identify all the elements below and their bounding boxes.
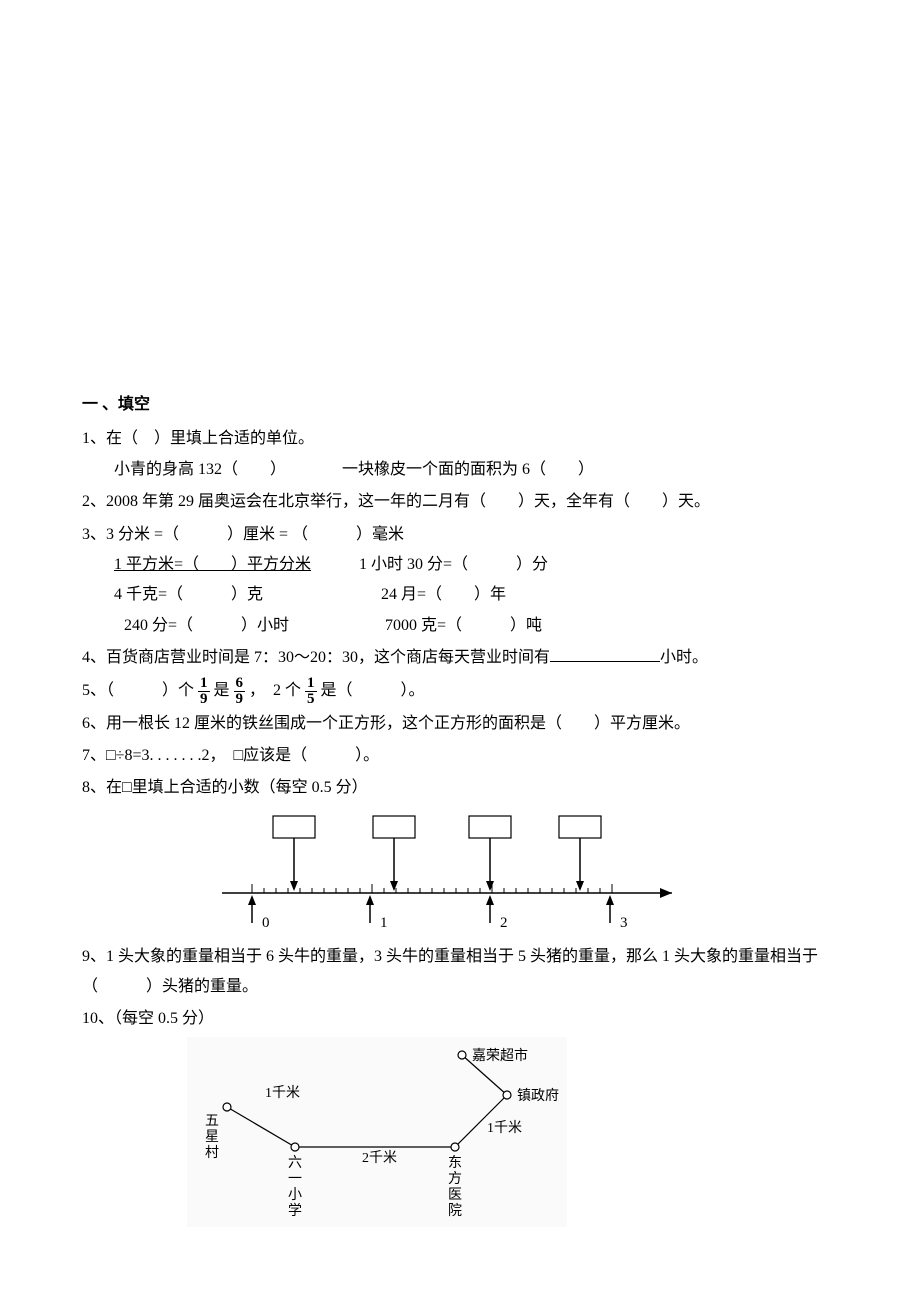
- frac-num: 6: [234, 676, 246, 692]
- frac-num: 1: [305, 676, 317, 692]
- q1-line2: 小青的身高 132（ ） 一块橡皮一个面的面积为 6（ ）: [82, 455, 838, 485]
- q1-line1: 1、在（ ）里填上合适的单位。: [82, 424, 838, 454]
- q9: 9、1 头大象的重量相当于 6 头牛的重量，3 头牛的重量相当于 5 头猪的重量…: [82, 942, 838, 1003]
- svg-text:小: 小: [288, 1187, 302, 1203]
- frac-den: 5: [305, 692, 317, 707]
- q1-line2a: 小青的身高 132（ ）: [114, 461, 286, 478]
- q5-mid: 是: [214, 682, 230, 699]
- svg-text:1千米: 1千米: [487, 1120, 522, 1136]
- q3-line3: 4 千克=（ ）克 24 月=（ ）年: [82, 580, 838, 610]
- q7: 7、□÷8=3. . . . . . .2， □应该是（ ）。: [82, 741, 838, 771]
- q3-line2b: 1 小时 30 分=（ ）分: [359, 556, 548, 573]
- svg-text:嘉荣超市: 嘉荣超市: [472, 1047, 528, 1064]
- q5-a-prefix: 5、（ ）个: [82, 682, 194, 699]
- frac-den: 9: [234, 692, 246, 707]
- svg-text:星: 星: [205, 1130, 219, 1145]
- q3-line3a: 4 千克=（ ）克: [114, 586, 263, 603]
- q5-a-suffix: ， 2 个: [249, 682, 301, 699]
- section-title: 一 、填空: [82, 390, 838, 420]
- svg-text:村: 村: [205, 1145, 219, 1161]
- fraction-1-5: 1 5: [305, 676, 317, 707]
- svg-text:2: 2: [500, 915, 508, 931]
- q3-line2: 1 平方米=（ ）平方分米 1 小时 30 分=（ ）分: [82, 550, 838, 580]
- svg-text:一: 一: [288, 1172, 302, 1187]
- q1-line2b: 一块橡皮一个面的面积为 6（ ）: [342, 461, 594, 478]
- svg-text:镇政府: 镇政府: [517, 1088, 559, 1104]
- svg-text:五: 五: [205, 1114, 219, 1129]
- q3: 3、3 分米 =（ ）厘米 = （ ）毫米 1 平方米=（ ）平方分米 1 小时…: [82, 520, 838, 642]
- svg-text:3: 3: [620, 915, 628, 931]
- number-line-diagram: 0 1 2 3: [202, 808, 702, 938]
- q3-line4: 240 分=（ ）小时 7000 克=（ ）吨: [82, 611, 838, 641]
- svg-text:医: 医: [448, 1188, 462, 1203]
- q3-line2a: 1 平方米=（ ）平方分米: [114, 556, 311, 573]
- svg-text:院: 院: [448, 1203, 462, 1219]
- q8: 8、在□里填上合适的小数（每空 0.5 分）: [82, 773, 838, 803]
- svg-text:1千米: 1千米: [265, 1085, 300, 1101]
- number-line-svg: 0 1 2 3: [202, 808, 702, 938]
- q3-line4a: 240 分=（ ）小时: [124, 617, 289, 634]
- q4: 4、百货商店营业时间是 7：30～20：30，这个商店每天营业时间有 小时。: [82, 643, 838, 673]
- map-diagram: 1千米2千米1千米五星村六一小学东方医院镇政府嘉荣超市: [187, 1037, 567, 1227]
- q6: 6、用一根长 12 厘米的铁丝围成一个正方形，这个正方形的面积是（ ）平方厘米。: [82, 709, 838, 739]
- svg-text:1: 1: [380, 915, 388, 931]
- q1: 1、在（ ）里填上合适的单位。 小青的身高 132（ ） 一块橡皮一个面的面积为…: [82, 424, 838, 485]
- map-svg: 1千米2千米1千米五星村六一小学东方医院镇政府嘉荣超市: [187, 1037, 567, 1227]
- fraction-6-9: 6 9: [234, 676, 246, 707]
- q5-b-suffix: 是（ ）。: [321, 682, 425, 699]
- fraction-1-9: 1 9: [198, 676, 210, 707]
- svg-text:六: 六: [288, 1155, 302, 1171]
- svg-text:2千米: 2千米: [362, 1150, 397, 1166]
- svg-text:0: 0: [262, 915, 270, 931]
- q3-line1: 3、3 分米 =（ ）厘米 = （ ）毫米: [82, 520, 838, 550]
- frac-num: 1: [198, 676, 210, 692]
- q2: 2、2008 年第 29 届奥运会在北京举行，这一年的二月有（ ）天，全年有（ …: [82, 487, 838, 517]
- q3-line4b: 7000 克=（ ）吨: [385, 617, 542, 634]
- svg-text:东: 东: [448, 1155, 462, 1171]
- q4-suffix: 小时。: [660, 649, 708, 666]
- q4-blank: [550, 646, 660, 662]
- q4-prefix: 4、百货商店营业时间是 7：30～20：30，这个商店每天营业时间有: [82, 649, 550, 666]
- svg-text:学: 学: [288, 1203, 302, 1219]
- q10: 10、（每空 0.5 分）: [82, 1004, 838, 1034]
- q5: 5、（ ）个 1 9 是 6 9 ， 2 个 1 5 是（ ）。: [82, 676, 838, 707]
- frac-den: 9: [198, 692, 210, 707]
- svg-text:方: 方: [448, 1171, 462, 1187]
- q3-line3b: 24 月=（ ）年: [381, 586, 506, 603]
